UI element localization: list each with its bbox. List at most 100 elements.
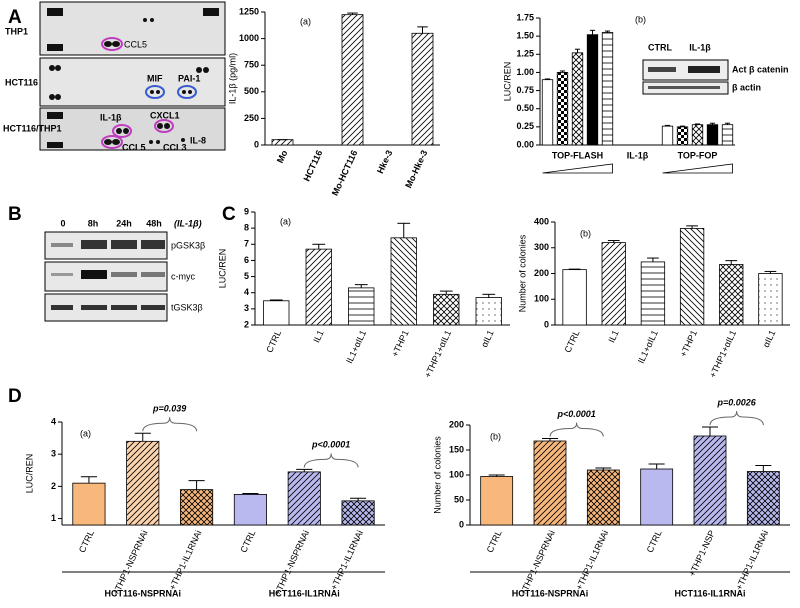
- x-tick-label: +THP1-NSPRNAi: [518, 529, 557, 597]
- x-tick-label: IL1+αIL1: [344, 329, 368, 365]
- bar: [233, 494, 267, 526]
- bar: [721, 124, 734, 146]
- spot-label: CCL3: [163, 142, 187, 152]
- x-tick-label: Mo-Hke-3: [403, 149, 429, 190]
- row-label: c-myc: [171, 271, 195, 281]
- x-tick-label: +THP1-IL1RNAi: [574, 529, 610, 592]
- bar: [390, 237, 417, 326]
- row-label: HCT116/THP1: [3, 123, 62, 133]
- treatment-label: (IL-1β): [174, 218, 202, 228]
- group-label: HCT116-NSPRNAi: [512, 588, 589, 598]
- y-tick-label: 100: [449, 469, 464, 479]
- spot-label: IL-1β: [100, 112, 122, 122]
- spots: [47, 8, 219, 148]
- subtitle: (b): [580, 228, 591, 238]
- blot-row: [39, 1, 226, 56]
- y-tick-label: 1: [51, 513, 56, 523]
- y-tick-label: 0: [254, 139, 259, 149]
- bar: [661, 125, 674, 146]
- x-tick-label: +THP1-NSP: [687, 529, 717, 578]
- band: [648, 67, 676, 72]
- western-blot: 0 8h 24h 48h (IL-1β) pGSK3β c-myc tGSK3β: [44, 218, 205, 322]
- bar: [263, 300, 290, 326]
- x-tick-label: CTRL: [264, 329, 283, 355]
- y-axis-label: Number of colonies: [517, 234, 527, 312]
- row-label: tGSK3β: [171, 302, 203, 312]
- y-tick-label: 0.50: [516, 103, 534, 113]
- bar: [601, 242, 626, 326]
- bar: [719, 264, 744, 326]
- y-tick-label: 250: [244, 113, 259, 123]
- spot-label: PAI-1: [178, 73, 200, 83]
- bar: [676, 126, 689, 146]
- y-tick-label: 0.00: [516, 139, 534, 149]
- row-label: pGSK3β: [171, 240, 205, 250]
- bar: [341, 500, 375, 526]
- group-label: TOP-FOP: [678, 150, 718, 160]
- panel-letter: A: [8, 7, 22, 28]
- subtitle: (a): [280, 216, 291, 226]
- bar: [601, 32, 614, 146]
- x-tick-label: +THP1-NSPRNAi: [272, 529, 311, 597]
- x-tick-label: Mo: [275, 148, 290, 164]
- bar: [72, 482, 106, 526]
- p-value: p<0.0001: [557, 409, 596, 419]
- band: [648, 86, 720, 89]
- brace: [549, 422, 604, 437]
- y-tick-label: 400: [534, 216, 549, 226]
- subtitle: (a): [80, 428, 91, 438]
- bar: [691, 124, 704, 146]
- panel-letter: B: [8, 204, 22, 225]
- y-axis-label: Number of colonies: [432, 436, 442, 514]
- y-tick-label: 200: [449, 419, 464, 429]
- bar: [746, 471, 780, 526]
- row-label: Act β catenin: [732, 64, 789, 74]
- bar: [758, 273, 783, 326]
- spot-label: CCL5: [122, 142, 146, 152]
- y-tick-label: 5: [244, 271, 249, 281]
- array-blot: THP1 HCT116 HCT116/THP1 CCL5 MIF PAI-1 I…: [3, 1, 226, 152]
- brace: [709, 410, 764, 426]
- panel-letter: D: [8, 386, 22, 407]
- y-tick-label: 2: [244, 319, 249, 329]
- group-label: IL-1β: [627, 150, 649, 160]
- column-label: 0: [60, 218, 65, 228]
- y-tick-label: 1.75: [516, 12, 534, 22]
- p-value: p=0.039: [152, 404, 186, 414]
- bar: [586, 469, 620, 526]
- x-tick-label: Mo-HCT116: [330, 149, 360, 198]
- y-tick-label: 50: [454, 494, 464, 504]
- x-tick-label: αIL1: [479, 329, 496, 349]
- row-label: HCT116: [5, 77, 38, 87]
- bar: [411, 32, 434, 146]
- y-tick-label: 3: [244, 303, 249, 313]
- x-tick-label: HCT116: [301, 149, 324, 183]
- wedge: [542, 163, 613, 174]
- band: [688, 66, 720, 73]
- column-label: 24h: [116, 218, 132, 228]
- group-label: TOP-FLASH: [552, 150, 603, 160]
- column-label: CTRL: [648, 42, 672, 52]
- group-label: HCT116-NSPRNAi: [104, 588, 181, 598]
- blot-row: [39, 107, 226, 151]
- x-tick-label: IL1+αIL1: [636, 329, 660, 365]
- y-tick-label: 7: [244, 239, 249, 249]
- x-tick-label: +THP1+αIL1: [707, 329, 738, 380]
- x-tick-label: +THP1+αIL1: [422, 329, 453, 380]
- bar: [706, 124, 719, 146]
- brace: [142, 417, 198, 432]
- y-axis-label: IL-1β (pg/ml): [227, 53, 237, 104]
- y-tick-label: 6: [244, 255, 249, 265]
- x-tick-label: CTRL: [645, 529, 664, 555]
- y-tick-label: 4: [51, 416, 56, 426]
- x-tick-label: CTRL: [485, 529, 504, 555]
- band-box: [642, 59, 729, 81]
- y-tick-label: 0.75: [516, 85, 534, 95]
- x-tick-label: αIL1: [761, 329, 778, 349]
- column-label: 48h: [146, 218, 162, 228]
- y-tick-label: 750: [244, 60, 259, 70]
- bands: [51, 240, 165, 310]
- x-tick-label: IL1: [311, 329, 325, 345]
- bar: [640, 468, 674, 526]
